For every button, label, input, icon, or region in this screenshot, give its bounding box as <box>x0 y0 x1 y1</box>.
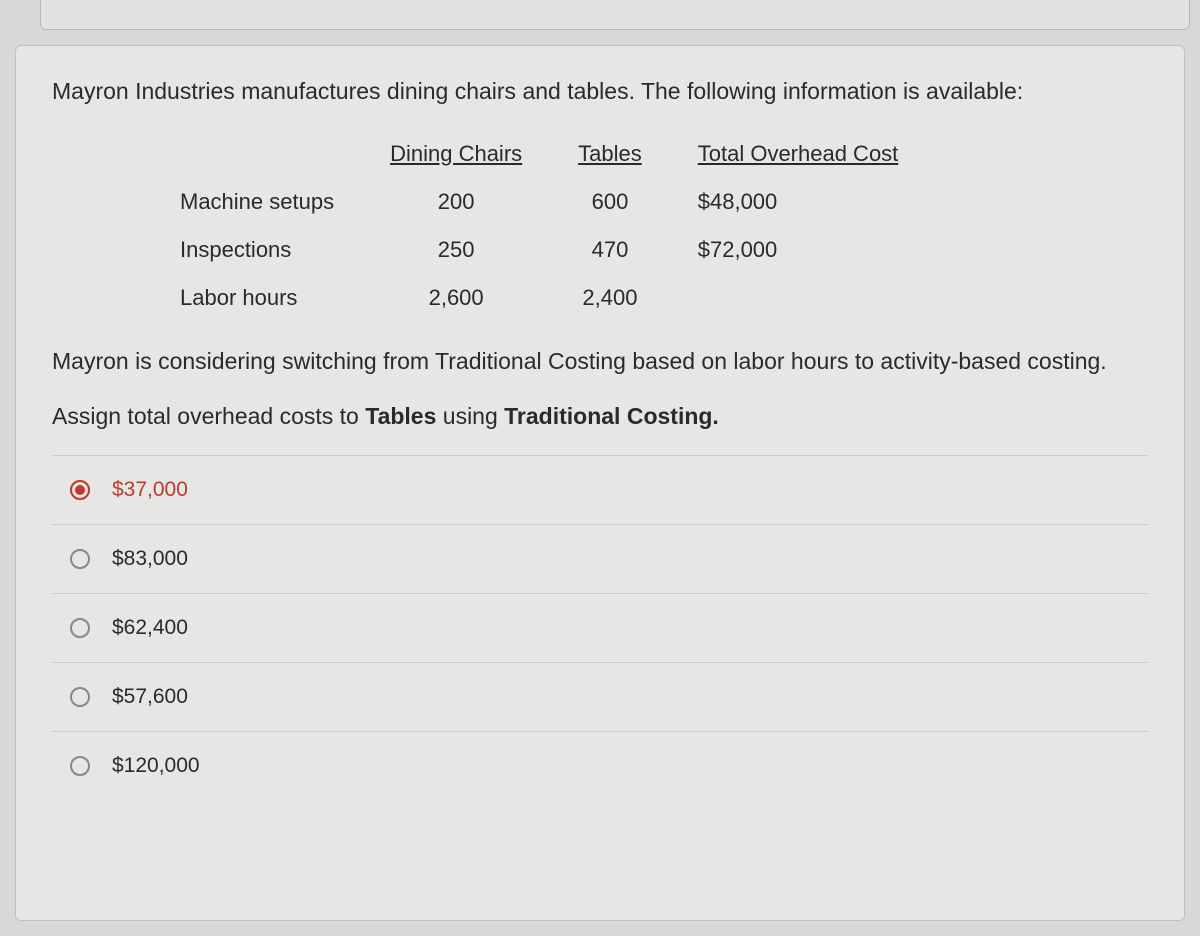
prompt-bold-tables: Tables <box>365 403 436 429</box>
prompt-pre: Assign total overhead costs to <box>52 403 365 429</box>
answer-option[interactable]: $120,000 <box>52 732 1148 800</box>
row-c2: 600 <box>550 178 670 226</box>
table-row: Labor hours 2,600 2,400 <box>152 274 926 322</box>
table-header-blank <box>152 130 362 178</box>
table-header-dining-chairs: Dining Chairs <box>362 130 550 178</box>
table-header-row: Dining Chairs Tables Total Overhead Cost <box>152 130 926 178</box>
row-c1: 200 <box>362 178 550 226</box>
question-intro: Mayron Industries manufactures dining ch… <box>52 74 1148 110</box>
question-card: Mayron Industries manufactures dining ch… <box>15 45 1185 921</box>
answer-option[interactable]: $37,000 <box>52 456 1148 525</box>
row-label: Labor hours <box>152 274 362 322</box>
row-c1: 2,600 <box>362 274 550 322</box>
option-label: $83,000 <box>112 547 188 571</box>
row-c3: $48,000 <box>670 178 927 226</box>
radio-icon <box>70 618 90 638</box>
radio-icon <box>70 549 90 569</box>
row-label: Inspections <box>152 226 362 274</box>
row-c2: 470 <box>550 226 670 274</box>
row-c2: 2,400 <box>550 274 670 322</box>
option-label: $57,600 <box>112 685 188 709</box>
prompt-bold-method: Traditional Costing. <box>504 403 719 429</box>
option-label: $37,000 <box>112 478 188 502</box>
question-para2: Mayron is considering switching from Tra… <box>52 344 1148 380</box>
radio-icon <box>70 756 90 776</box>
question-prompt: Assign total overhead costs to Tables us… <box>52 399 1148 435</box>
answer-option[interactable]: $57,600 <box>52 663 1148 732</box>
option-label: $62,400 <box>112 616 188 640</box>
table-row: Inspections 250 470 $72,000 <box>152 226 926 274</box>
row-c3 <box>670 274 927 322</box>
data-table: Dining Chairs Tables Total Overhead Cost… <box>152 130 926 322</box>
option-label: $120,000 <box>112 754 200 778</box>
table-row: Machine setups 200 600 $48,000 <box>152 178 926 226</box>
answer-option[interactable]: $62,400 <box>52 594 1148 663</box>
row-c1: 250 <box>362 226 550 274</box>
outer-frame-strip <box>40 0 1190 30</box>
table-header-total-overhead: Total Overhead Cost <box>670 130 927 178</box>
radio-icon <box>70 480 90 500</box>
row-c3: $72,000 <box>670 226 927 274</box>
answer-option[interactable]: $83,000 <box>52 525 1148 594</box>
row-label: Machine setups <box>152 178 362 226</box>
prompt-mid: using <box>436 403 504 429</box>
answer-options: $37,000 $83,000 $62,400 $57,600 $120,000 <box>52 455 1148 800</box>
radio-icon <box>70 687 90 707</box>
table-header-tables: Tables <box>550 130 670 178</box>
